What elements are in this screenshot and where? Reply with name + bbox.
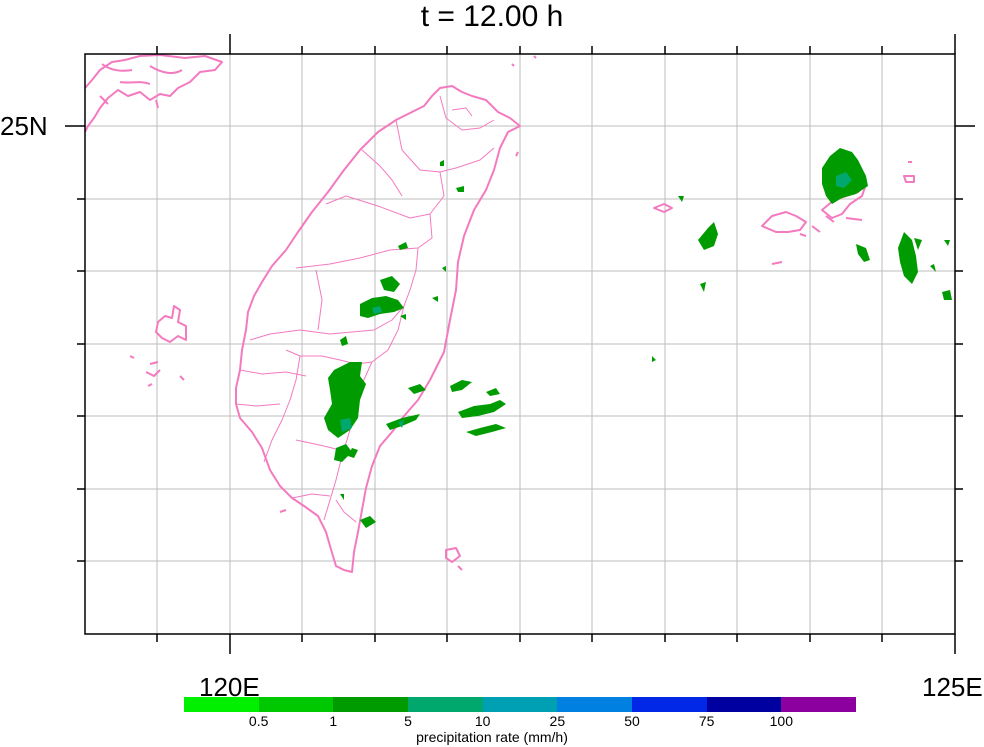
china-coast bbox=[85, 54, 223, 133]
precip-cell bbox=[456, 186, 464, 192]
precip-cell bbox=[698, 222, 718, 250]
precip-cell bbox=[466, 424, 506, 436]
colorbar-tick-label: 0.5 bbox=[248, 713, 269, 729]
colorbar-title: precipitation rate (mm/h) bbox=[416, 729, 568, 745]
precip-cell bbox=[442, 266, 446, 272]
precip-cell bbox=[652, 356, 656, 362]
precip-cell bbox=[340, 418, 352, 432]
precip-cell bbox=[930, 264, 936, 272]
taiwan-coast bbox=[235, 85, 521, 573]
colorbar-tick-label: 10 bbox=[474, 713, 491, 729]
precipitation-field bbox=[324, 148, 952, 528]
lat-label-25n: 25N bbox=[0, 111, 48, 141]
precip-cell bbox=[440, 160, 444, 166]
precip-cell bbox=[324, 362, 366, 438]
precip-cell bbox=[836, 172, 852, 188]
colorbar-bin bbox=[706, 697, 782, 712]
precip-cell bbox=[334, 444, 352, 462]
colorbar-tick-label: 25 bbox=[549, 713, 566, 729]
colorbar-tick-label: 100 bbox=[769, 713, 794, 729]
axis-ticks bbox=[65, 34, 975, 654]
plot-title: t = 12.00 h bbox=[420, 0, 564, 33]
orchid-island bbox=[445, 547, 461, 563]
precip-cell bbox=[678, 196, 684, 202]
colorbar-tick-label: 5 bbox=[404, 713, 412, 729]
colorbar-tick-label: 1 bbox=[329, 713, 338, 729]
precip-cell bbox=[340, 494, 344, 500]
precip-cell bbox=[360, 296, 404, 318]
lon-label-125e: 125E bbox=[922, 672, 983, 702]
precip-cell bbox=[372, 306, 382, 314]
precip-cell bbox=[340, 336, 348, 346]
precip-cell bbox=[348, 448, 358, 458]
precip-cell bbox=[398, 420, 404, 428]
precip-cell bbox=[486, 388, 500, 396]
colorbar-bin bbox=[258, 697, 334, 712]
precip-cell bbox=[398, 242, 408, 250]
colorbar bbox=[184, 697, 857, 712]
precip-cell bbox=[408, 384, 426, 394]
colorbar-bin bbox=[333, 697, 409, 712]
penghu-islands bbox=[155, 305, 187, 343]
colorbar-bin bbox=[482, 697, 558, 712]
precip-cell bbox=[432, 296, 438, 302]
colorbar-tick-label: 50 bbox=[624, 713, 640, 729]
precip-cell bbox=[700, 282, 706, 292]
precip-cell bbox=[942, 290, 952, 300]
precip-cell bbox=[450, 380, 472, 392]
precip-cell bbox=[898, 232, 918, 284]
colorbar-bin bbox=[184, 697, 259, 712]
colorbar-bin bbox=[632, 697, 707, 712]
precip-cell bbox=[380, 276, 400, 292]
precip-cell bbox=[400, 314, 406, 320]
iriomote-island bbox=[761, 211, 807, 233]
coastlines bbox=[85, 54, 915, 573]
map-gridlines bbox=[85, 54, 955, 634]
colorbar-bin bbox=[408, 697, 483, 712]
precip-cell bbox=[458, 400, 506, 418]
yonaguni-island bbox=[653, 203, 673, 213]
colorbar-bin bbox=[557, 697, 633, 712]
colorbar-tick-label: 75 bbox=[698, 713, 715, 729]
colorbar-bin bbox=[781, 697, 857, 712]
precip-cell bbox=[914, 238, 922, 250]
precip-cell bbox=[856, 244, 870, 262]
precip-cell bbox=[944, 240, 950, 246]
precip-cell bbox=[360, 516, 376, 528]
